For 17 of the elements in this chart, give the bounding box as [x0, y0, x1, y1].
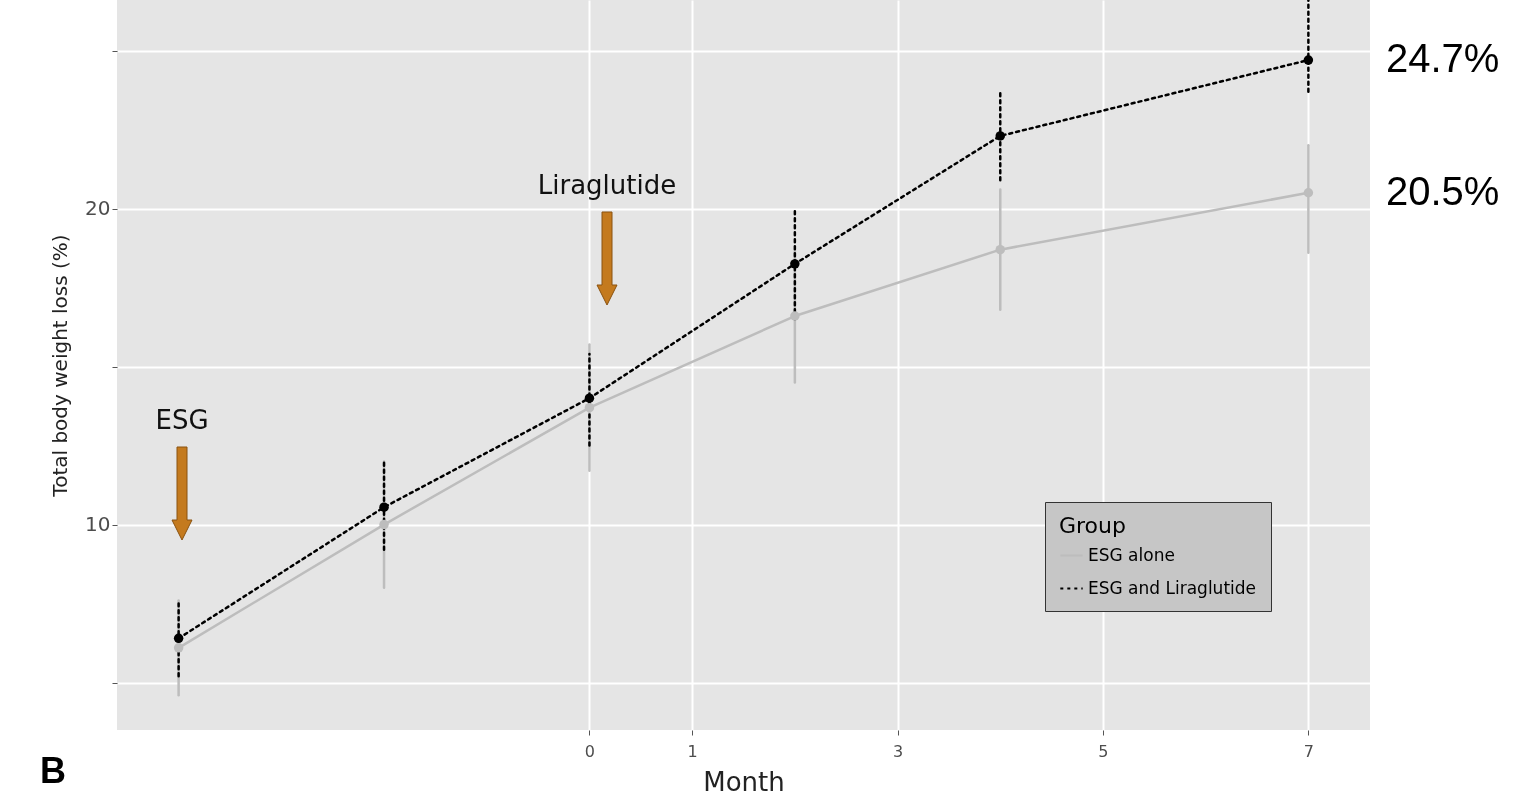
legend-title: Group — [1059, 513, 1126, 538]
x-axis-title: Month — [703, 766, 785, 797]
x-tick-label: 5 — [1098, 741, 1109, 761]
legend-label: ESG and Liraglutide — [1088, 577, 1257, 598]
annotation: Liraglutide — [537, 170, 677, 200]
y-tick-label: 20 — [85, 196, 111, 221]
x-tick-label: 0 — [584, 741, 596, 761]
data-label: 20.5% — [1386, 168, 1500, 213]
annotation: ESG — [155, 405, 209, 435]
y-tick-label: 10 — [85, 512, 111, 537]
data-label: 24.7% — [1386, 36, 1500, 81]
x-tick-label: 7 — [1303, 741, 1314, 761]
x-tick-label: 1 — [687, 741, 698, 761]
y-axis-title: Total body weight loss (%) — [48, 234, 73, 498]
x-tick-label: 3 — [892, 741, 904, 761]
legend-label: ESG alone — [1088, 544, 1175, 565]
text: B — [40, 750, 66, 792]
